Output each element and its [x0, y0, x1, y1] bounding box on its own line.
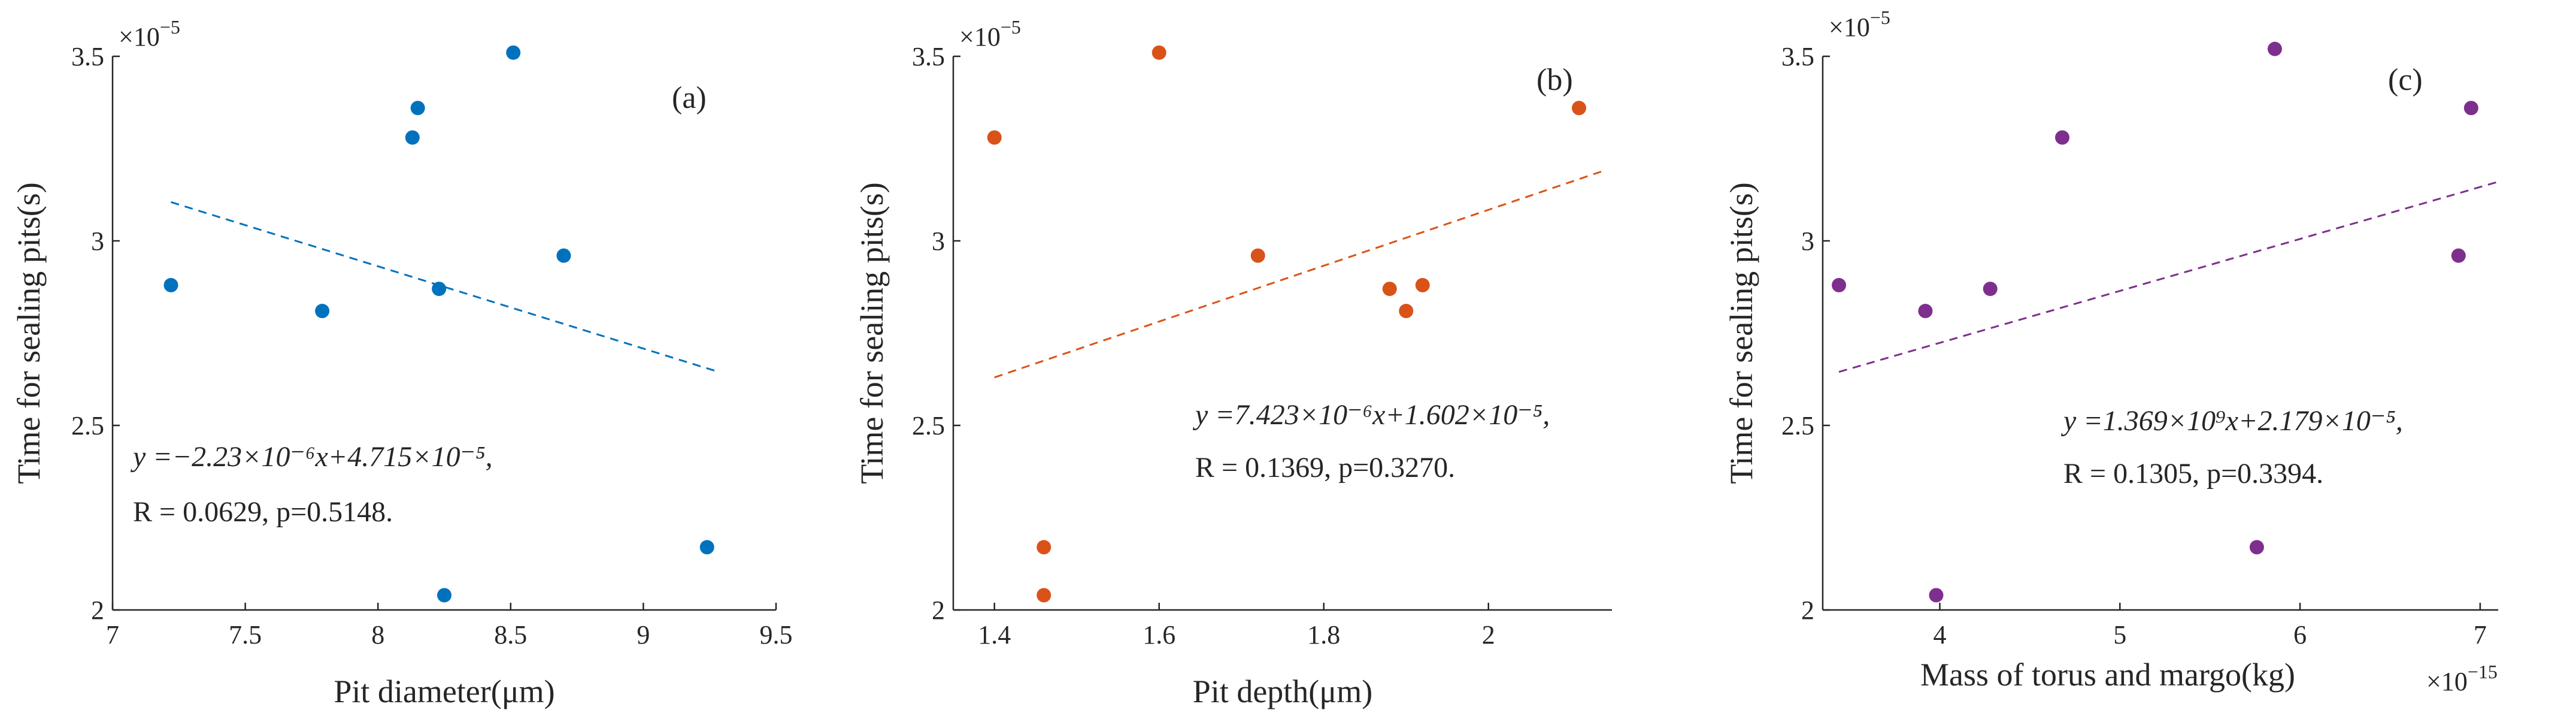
equation-c: y =1.369×10⁹x+2.179×10⁻⁵,: [2060, 405, 2403, 437]
x-label-c: Mass of torus and margo(kg): [1920, 657, 2295, 693]
data-point-c: [1832, 277, 1847, 292]
data-point-c: [1929, 588, 1944, 603]
points-c: [1832, 41, 2478, 603]
panel-label-c: (c): [2388, 63, 2423, 97]
y-label-a: Time for sealing pits(s): [11, 182, 47, 484]
x-ticks-b: 1.4 1.6 1.8 2: [978, 603, 1495, 650]
data-point-c: [2463, 101, 2478, 116]
data-point-a: [163, 277, 178, 292]
panel-b: 1.4 1.6 1.8 2 2 2.5 3 3.5 ×10−5 (b) y =7.423×1…: [854, 16, 1612, 709]
y-tick-label-b: 3.5: [912, 42, 945, 71]
y-tick-label-b: 2.5: [912, 411, 945, 440]
x-multiplier-c: ×10−15: [2426, 661, 2498, 696]
data-point-a: [315, 304, 330, 319]
x-tick-label-b: 1.6: [1142, 620, 1175, 650]
data-point-a: [437, 588, 451, 603]
x-label-b: Pit depth(μm): [1193, 673, 1372, 709]
data-point-a: [405, 130, 420, 145]
data-point-b: [1382, 282, 1397, 297]
y-multiplier-a: ×10−5: [119, 16, 180, 52]
x-tick-label-c: 4: [1933, 620, 1947, 650]
data-point-b: [987, 130, 1002, 145]
y-tick-label-c: 3.5: [1781, 42, 1814, 71]
x-tick-label-a: 8.5: [494, 620, 527, 650]
y-tick-label-a: 2: [91, 596, 104, 625]
x-tick-label-a: 9: [637, 620, 650, 650]
data-point-c: [1918, 304, 1933, 319]
points-b: [987, 45, 1586, 603]
y-tick-label-a: 3.5: [71, 42, 104, 71]
y-tick-label-a: 2.5: [71, 411, 104, 440]
panel-label-a: (a): [672, 81, 707, 115]
x-label-a: Pit diameter(μm): [334, 673, 554, 709]
x-tick-label-a: 7: [106, 620, 119, 650]
panel-a: 7 7.5 8 8.5 9 9.5 2 2.5 3 3.5 ×10−5 (a) y =−2.23…: [11, 16, 793, 709]
y-ticks-c: 2 2.5 3 3.5: [1781, 42, 1830, 625]
x-tick-label-c: 5: [2113, 620, 2126, 650]
data-point-a: [556, 248, 571, 263]
data-point-a: [410, 101, 425, 116]
stats-b: R = 0.1369, p=0.3270.: [1195, 452, 1455, 484]
panel-c: 4 5 6 7 2 2.5 3 3.5 ×10−5 ×10−15 (c) y =1.369×…: [1723, 7, 2499, 696]
x-ticks-a: 7 7.5 8 8.5 9 9.5: [106, 603, 793, 650]
y-label-b: Time for sealing pits(s): [854, 182, 890, 484]
data-point-c: [2055, 130, 2070, 145]
x-tick-label-a: 8: [371, 620, 384, 650]
x-tick-label-a: 9.5: [760, 620, 793, 650]
points-a: [163, 45, 714, 603]
x-tick-label-c: 6: [2293, 620, 2307, 650]
data-point-c: [2268, 41, 2283, 56]
fit-line-a: [171, 201, 716, 372]
fit-line-c: [1838, 180, 2499, 373]
x-tick-label-b: 1.8: [1307, 620, 1340, 650]
equation-b: y =7.423×10⁻⁶x+1.602×10⁻⁵,: [1192, 399, 1550, 431]
y-ticks-b: 2 2.5 3 3.5: [912, 42, 960, 625]
x-tick-label-a: 7.5: [229, 620, 262, 650]
data-point-b: [1250, 248, 1265, 263]
y-ticks-a: 2 2.5 3 3.5: [71, 42, 120, 625]
y-label-c: Time for sealing pits(s): [1723, 182, 1759, 484]
data-point-b: [1037, 588, 1051, 603]
data-point-b: [1037, 540, 1051, 555]
y-tick-label-b: 3: [932, 226, 945, 256]
x-tick-label-c: 7: [2474, 620, 2487, 650]
data-point-a: [432, 282, 447, 297]
regression-line-c: [1838, 180, 2499, 373]
regression-line-b: [994, 170, 1604, 379]
y-tick-label-b: 2: [932, 596, 945, 625]
y-multiplier-b: ×10−5: [959, 16, 1021, 52]
data-point-a: [506, 45, 521, 60]
x-tick-label-b: 1.4: [978, 620, 1011, 650]
y-tick-label-c: 2: [1801, 596, 1814, 625]
fit-line-b: [994, 170, 1604, 379]
data-point-a: [699, 540, 714, 555]
data-point-b: [1572, 101, 1586, 116]
y-tick-label-a: 3: [91, 226, 104, 256]
y-tick-label-c: 3: [1801, 226, 1814, 256]
regression-line-a: [171, 201, 716, 372]
stats-c: R = 0.1305, p=0.3394.: [2063, 458, 2323, 490]
x-tick-label-b: 2: [1482, 620, 1495, 650]
panel-label-b: (b): [1536, 63, 1573, 97]
equation-a: y =−2.23×10⁻⁶x+4.715×10⁻⁵,: [130, 441, 493, 473]
x-ticks-c: 4 5 6 7: [1933, 603, 2487, 650]
data-point-c: [2249, 540, 2264, 555]
y-multiplier-c: ×10−5: [1829, 7, 1890, 42]
data-point-b: [1151, 45, 1166, 60]
stats-a: R = 0.0629, p=0.5148.: [133, 496, 393, 528]
y-tick-label-c: 2.5: [1781, 411, 1814, 440]
data-point-c: [1983, 282, 1998, 297]
data-point-b: [1415, 277, 1430, 292]
data-point-b: [1399, 304, 1414, 319]
data-point-c: [2451, 248, 2466, 263]
